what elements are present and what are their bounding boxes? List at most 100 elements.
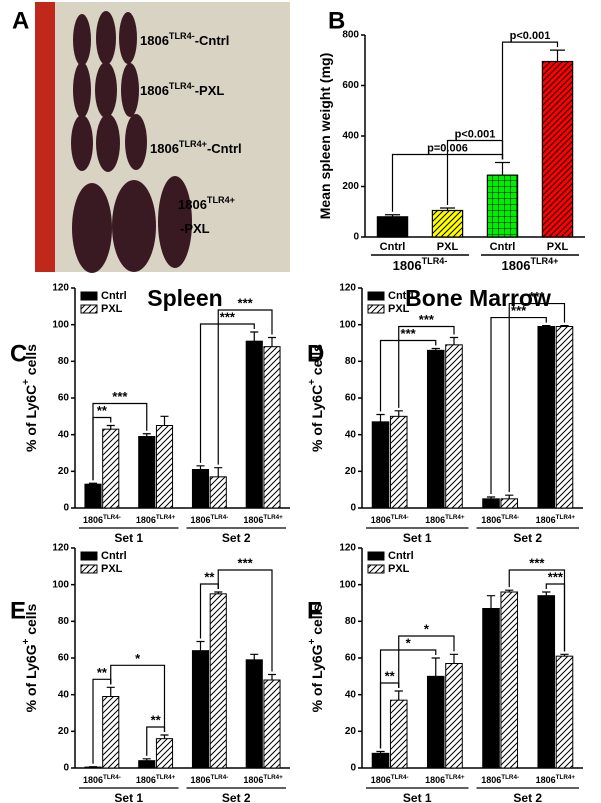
bar bbox=[191, 650, 210, 769]
group-label: Set 1 bbox=[114, 791, 143, 803]
group-label: Set 1 bbox=[114, 531, 143, 545]
y-tick-label: 200 bbox=[342, 181, 359, 192]
x-tick-label-part: 1806 bbox=[243, 515, 263, 525]
significance-bracket bbox=[398, 635, 455, 688]
chart: E% of Ly6G+ cells0204060801001201806TLR4… bbox=[10, 543, 290, 803]
bar bbox=[209, 593, 227, 769]
photo-label-part: TLR4- bbox=[169, 31, 195, 41]
bar bbox=[371, 752, 390, 769]
error-bar bbox=[394, 410, 403, 417]
legend-label: Cntrl bbox=[388, 550, 414, 562]
photo-label-part: 1806 bbox=[150, 141, 179, 156]
group-label: Set 1 bbox=[403, 791, 432, 803]
y-axis-label-part: Mean spleen weight (mg) bbox=[317, 53, 333, 219]
x-tick-label: PXL bbox=[437, 241, 459, 253]
y-tick-label: 120 bbox=[52, 283, 69, 294]
group-label-part: 1806 bbox=[502, 258, 531, 273]
ruler bbox=[35, 2, 55, 272]
significance-bracket bbox=[398, 325, 455, 408]
y-axis-label-part: + bbox=[307, 379, 318, 385]
legend-swatch bbox=[80, 551, 98, 561]
significance-label: *** bbox=[529, 555, 545, 570]
y-tick-label: 600 bbox=[342, 80, 359, 91]
significance-bracket bbox=[379, 649, 437, 749]
y-tick-label: 20 bbox=[58, 726, 70, 737]
y-tick-label: 100 bbox=[339, 319, 356, 330]
error-bar bbox=[376, 413, 385, 422]
photo-panel bbox=[35, 2, 290, 273]
spleen bbox=[73, 62, 91, 118]
y-tick-label: 80 bbox=[58, 356, 70, 367]
x-tick-label-part: 1806 bbox=[136, 515, 156, 525]
error-bar bbox=[560, 324, 569, 327]
bar bbox=[191, 469, 210, 509]
legend-swatch bbox=[80, 564, 98, 574]
legend-label: PXL bbox=[388, 563, 410, 575]
y-axis-label-part: cells bbox=[309, 344, 325, 379]
x-tick-label-part: 1806 bbox=[536, 775, 556, 785]
error-bar bbox=[505, 494, 514, 499]
spleen bbox=[71, 115, 93, 171]
significance-label: *** bbox=[112, 389, 128, 404]
error-bar bbox=[160, 734, 169, 739]
bar bbox=[555, 326, 574, 509]
legend-label: PXL bbox=[101, 303, 123, 315]
y-tick-label: 800 bbox=[342, 30, 359, 41]
x-tick-label-part: TLR4- bbox=[210, 774, 228, 781]
group-label: Set 2 bbox=[513, 531, 542, 545]
error-bar bbox=[106, 686, 115, 697]
bar bbox=[371, 421, 390, 509]
group-label: Set 2 bbox=[222, 791, 251, 803]
significance-label: *** bbox=[419, 312, 435, 327]
panel-letter: E bbox=[10, 597, 26, 624]
x-tick-label-part: TLR4- bbox=[391, 514, 409, 521]
group-label-part: TLR4+ bbox=[530, 256, 558, 266]
significance-label: *** bbox=[238, 555, 254, 570]
photo-label-part: 1806 bbox=[140, 33, 169, 48]
error-bar bbox=[196, 465, 205, 470]
chart: F% of Ly6G+ cells0204060801001201806TLR4… bbox=[307, 543, 583, 803]
x-tick-label-part: TLR4+ bbox=[445, 514, 465, 521]
error-bar bbox=[486, 595, 496, 609]
y-axis-label: % of Ly6G+ cells bbox=[307, 603, 325, 712]
y-axis-label: Mean spleen weight (mg) bbox=[317, 53, 333, 219]
panel-letter: C bbox=[10, 340, 27, 367]
error-bar bbox=[486, 496, 496, 499]
photo-label-part: -Cntrl bbox=[207, 141, 242, 156]
bar bbox=[138, 760, 156, 769]
significance-bracket bbox=[92, 402, 148, 481]
group-label: Set 1 bbox=[403, 531, 432, 545]
x-tick-label: 1806TLR4+ bbox=[536, 514, 576, 525]
legend-label: Cntrl bbox=[388, 290, 414, 302]
error-bar bbox=[394, 690, 403, 701]
bar bbox=[500, 591, 519, 769]
significance-label: *** bbox=[511, 303, 527, 318]
significance-label: * bbox=[135, 651, 141, 666]
error-bar bbox=[106, 424, 115, 430]
bar bbox=[102, 428, 120, 509]
photo-label: 1806TLR4+ -PXL bbox=[178, 195, 235, 236]
photo-label-part: TLR4- bbox=[169, 81, 195, 91]
significance-bracket bbox=[379, 339, 437, 412]
x-tick-label-part: TLR4- bbox=[501, 774, 519, 781]
error-bar bbox=[449, 336, 459, 345]
spleen bbox=[119, 12, 137, 64]
bar bbox=[138, 436, 156, 509]
error-bar bbox=[376, 750, 385, 754]
bar bbox=[245, 340, 263, 509]
legend-swatch bbox=[367, 564, 385, 574]
error-bar bbox=[142, 433, 151, 437]
x-tick-label: 1806TLR4+ bbox=[136, 774, 176, 785]
bar bbox=[500, 498, 519, 509]
significance-label: * bbox=[424, 621, 430, 636]
y-axis-label: % of Ly6C+ cells bbox=[307, 344, 325, 452]
chart-title: Bone Marrow bbox=[405, 285, 551, 311]
bar bbox=[537, 326, 556, 509]
error-bar bbox=[267, 336, 277, 347]
spleen bbox=[112, 180, 156, 272]
spleen bbox=[72, 183, 112, 273]
legend-swatch bbox=[80, 291, 98, 301]
group-label-part: TLR4- bbox=[422, 256, 448, 266]
bar bbox=[555, 655, 574, 769]
